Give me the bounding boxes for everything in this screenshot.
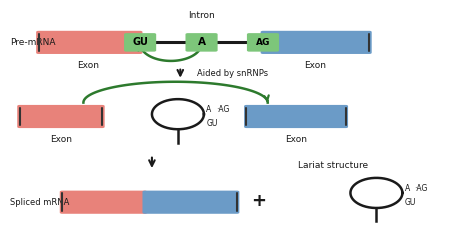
- FancyBboxPatch shape: [261, 31, 372, 54]
- Text: Pre-mRNA: Pre-mRNA: [10, 38, 55, 47]
- Text: A: A: [206, 105, 211, 114]
- Text: A: A: [198, 37, 206, 47]
- FancyBboxPatch shape: [143, 191, 239, 214]
- FancyBboxPatch shape: [244, 105, 348, 128]
- FancyBboxPatch shape: [60, 191, 147, 214]
- Text: AG: AG: [256, 38, 270, 47]
- FancyBboxPatch shape: [124, 33, 156, 52]
- Text: A: A: [405, 184, 410, 193]
- Text: ·AG: ·AG: [216, 105, 229, 114]
- Text: Spliced mRNA: Spliced mRNA: [10, 198, 70, 207]
- FancyBboxPatch shape: [185, 33, 218, 52]
- Text: +: +: [251, 192, 266, 210]
- FancyBboxPatch shape: [36, 31, 143, 54]
- Text: Intron: Intron: [188, 11, 215, 20]
- Text: GU: GU: [132, 37, 148, 47]
- Text: Exon: Exon: [285, 135, 307, 144]
- Text: Exon: Exon: [304, 61, 326, 70]
- Text: ·AG: ·AG: [414, 184, 428, 193]
- FancyBboxPatch shape: [247, 33, 279, 52]
- Text: GU: GU: [405, 198, 416, 207]
- Text: Lariat structure: Lariat structure: [299, 161, 369, 170]
- FancyBboxPatch shape: [17, 105, 105, 128]
- Text: Exon: Exon: [50, 135, 72, 144]
- Text: GU: GU: [206, 119, 218, 128]
- Text: Exon: Exon: [77, 61, 99, 70]
- Text: Aided by snRNPs: Aided by snRNPs: [197, 69, 268, 78]
